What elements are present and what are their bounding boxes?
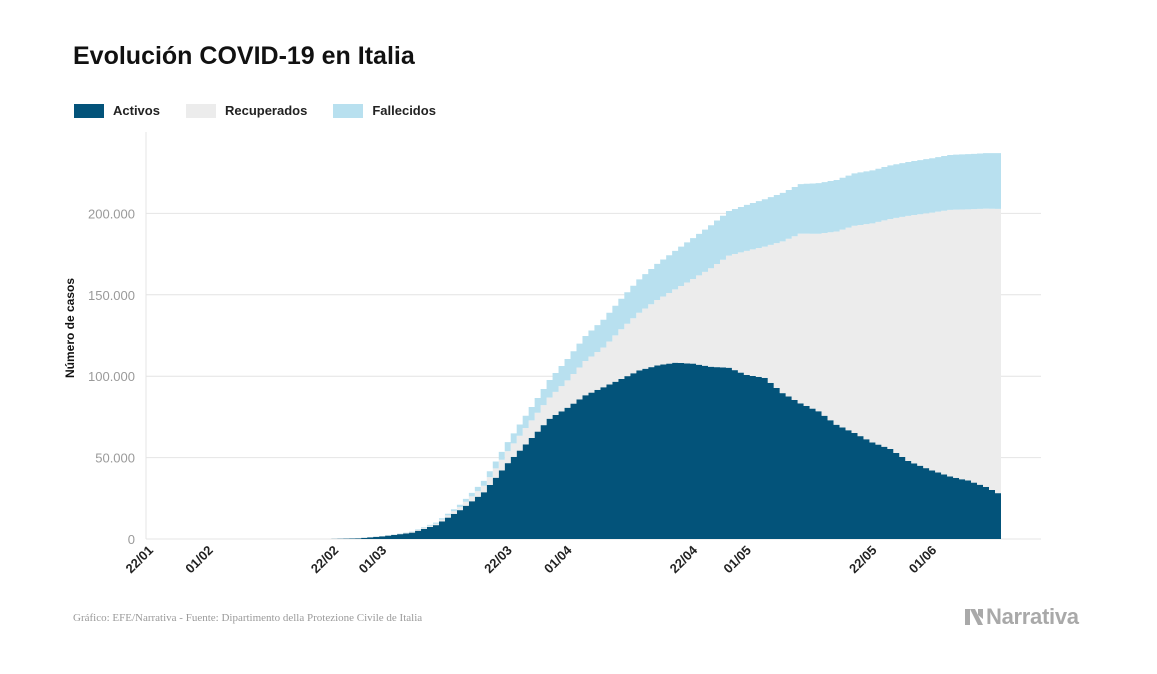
x-ticks: 22/01 01/02 22/02 01/03 22/03 01/04 22/04 01/05…	[123, 542, 940, 576]
source-note: Gráfico: EFE/Narrativa - Fuente: Diparti…	[73, 612, 423, 624]
x-tick-label: 22/03	[481, 543, 515, 577]
series-area-recuperados	[146, 208, 1001, 539]
stacked-areas	[146, 153, 1001, 539]
x-tick-label: 01/05	[720, 543, 754, 577]
legend: Activos Recuperados Fallecidos	[74, 103, 462, 118]
x-tick-label: 22/02	[308, 543, 342, 577]
legend-swatch-recuperados	[185, 103, 216, 118]
y-tick-label: 0	[128, 532, 135, 547]
x-tick-label: 22/04	[667, 542, 701, 576]
legend-item-fallecidos: Fallecidos	[333, 103, 436, 118]
y-tick-label: 100.000	[88, 369, 135, 384]
brand-logo: Narrativa	[964, 604, 1079, 630]
x-tick-label: 01/06	[906, 543, 940, 577]
legend-swatch-activos	[74, 103, 104, 118]
legend-item-activos: Activos	[74, 103, 160, 118]
x-tick-label: 22/05	[846, 543, 880, 577]
series-area-activos	[146, 362, 1001, 539]
x-tick-label: 01/02	[182, 543, 216, 577]
legend-label-activos: Activos	[113, 103, 160, 118]
series-area-fallecidos	[146, 153, 1001, 539]
y-tick-label: 50.000	[95, 451, 135, 466]
x-tick-label: 22/01	[123, 543, 157, 577]
y-ticks: 0 50.000 100.000 150.000 200.000	[88, 206, 135, 547]
y-tick-label: 200.000	[88, 206, 135, 221]
x-tick-label: 01/04	[541, 542, 575, 576]
x-tick-label: 01/03	[356, 543, 390, 577]
legend-label-recuperados: Recuperados	[224, 103, 308, 118]
chart-title: Evolución COVID-19 en Italia	[73, 42, 415, 70]
legend-label-fallecidos: Fallecidos	[372, 103, 436, 118]
legend-item-recuperados: Recuperados	[185, 103, 308, 118]
y-tick-label: 150.000	[88, 288, 135, 303]
narrativa-logo-icon	[965, 609, 983, 625]
brand-name: Narrativa	[986, 604, 1079, 629]
legend-swatch-fallecidos	[333, 103, 364, 118]
